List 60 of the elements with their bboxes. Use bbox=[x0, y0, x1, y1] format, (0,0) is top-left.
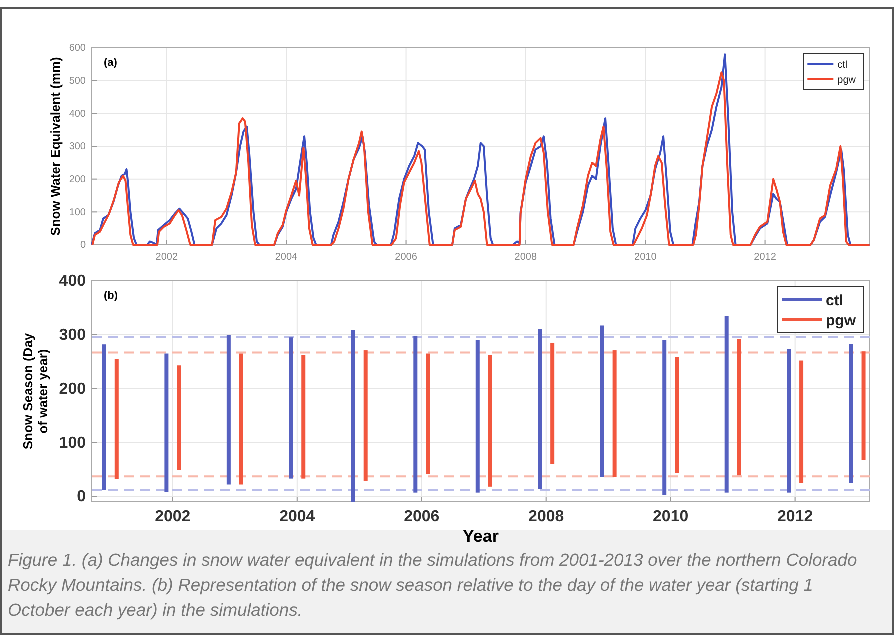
y-tick-label: 200 bbox=[69, 174, 86, 186]
bar bbox=[488, 355, 492, 487]
bar bbox=[476, 340, 480, 493]
bar bbox=[426, 354, 430, 475]
caption: Figure 1. (a) Changes in snow water equivalent in the simulations from 2001-2013 over the northern Colorado Rocky Mountains. (b) Representation of the snow season relative to the day of the water year (starting 1 October each year) in the simulations. bbox=[8, 550, 858, 620]
bar bbox=[302, 355, 306, 479]
bar bbox=[662, 340, 667, 495]
x-tick-label: 2004 bbox=[280, 508, 316, 526]
y-tick-label: 0 bbox=[80, 240, 86, 252]
x-tick-label: 2008 bbox=[514, 252, 538, 264]
bar bbox=[177, 366, 182, 470]
legend-label: ctl bbox=[826, 292, 844, 310]
y-axis-title: Snow Water Equivalent (mm) bbox=[48, 57, 63, 236]
bar bbox=[226, 335, 231, 485]
bar bbox=[724, 316, 729, 493]
bar bbox=[737, 339, 742, 476]
bar bbox=[364, 350, 368, 481]
bar bbox=[114, 359, 119, 480]
y-axis-title: Snow Season (Day of water year) bbox=[20, 332, 50, 450]
x-tick-label: 2002 bbox=[155, 508, 191, 526]
annotation: (b) bbox=[104, 290, 118, 302]
x-tick-label: 2008 bbox=[528, 508, 564, 526]
bar bbox=[675, 357, 680, 474]
x-tick-label: 2010 bbox=[634, 252, 658, 264]
annotation: (a) bbox=[104, 57, 118, 69]
x-tick-label: 2006 bbox=[404, 508, 440, 526]
bar bbox=[550, 342, 555, 464]
bar bbox=[102, 344, 106, 490]
legend-label: pgw bbox=[826, 312, 856, 330]
x-axis-title: Year bbox=[463, 527, 500, 546]
bar bbox=[351, 330, 356, 502]
x-tick-label: 2002 bbox=[156, 252, 178, 264]
bar bbox=[800, 360, 804, 484]
y-tick-label: 200 bbox=[59, 380, 86, 398]
bar bbox=[538, 330, 542, 490]
y-tick-label: 400 bbox=[69, 108, 86, 120]
legend-label: ctl bbox=[838, 60, 848, 71]
bar bbox=[414, 336, 418, 493]
bar bbox=[289, 338, 294, 479]
bar bbox=[612, 350, 617, 478]
y-tick-label: 600 bbox=[69, 43, 86, 54]
y-tick-label: 300 bbox=[59, 327, 86, 344]
bar bbox=[849, 344, 854, 484]
x-tick-label: 2006 bbox=[395, 252, 418, 264]
x-tick-label: 2004 bbox=[275, 252, 298, 264]
y-tick-label: 500 bbox=[69, 76, 86, 88]
bar bbox=[600, 326, 604, 478]
y-tick-label: 100 bbox=[59, 434, 86, 452]
bar bbox=[164, 354, 169, 492]
x-tick-label: 2012 bbox=[754, 252, 777, 264]
bar bbox=[239, 354, 244, 485]
y-tick-label: 400 bbox=[59, 273, 86, 290]
bar bbox=[787, 349, 792, 493]
legend-label: pgw bbox=[838, 75, 857, 86]
bar bbox=[862, 352, 866, 460]
y-tick-label: 100 bbox=[69, 207, 86, 218]
x-tick-label: 2010 bbox=[653, 508, 689, 526]
y-tick-label: 0 bbox=[77, 488, 86, 506]
x-tick-label: 2012 bbox=[778, 508, 814, 526]
y-tick-label: 300 bbox=[69, 142, 86, 153]
